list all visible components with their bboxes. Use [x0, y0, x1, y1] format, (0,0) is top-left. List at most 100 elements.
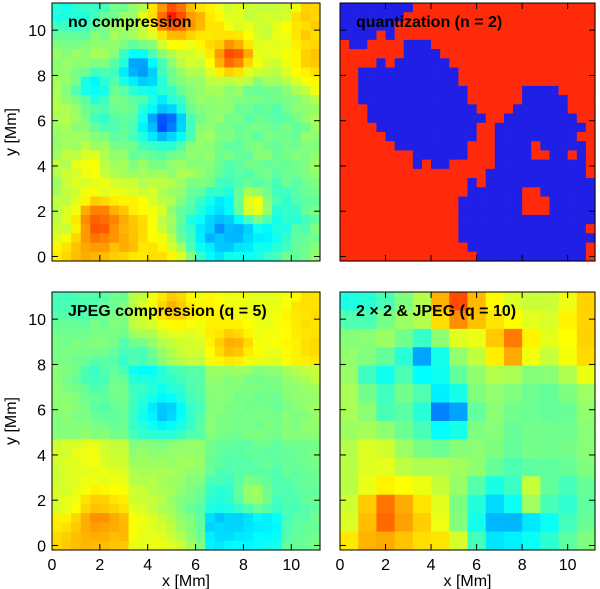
heatmap-cell: [262, 178, 273, 188]
heatmap-cell: [166, 421, 178, 431]
heatmap-cell: [458, 159, 469, 170]
heatmap-cell: [300, 58, 312, 69]
heatmap-cell: [467, 328, 487, 348]
heatmap-cell: [281, 104, 292, 115]
heatmap-cell: [421, 67, 432, 78]
heatmap-cell: [61, 503, 72, 514]
heatmap-cell: [90, 476, 101, 487]
heatmap-cell: [522, 104, 532, 115]
heatmap-cell: [412, 132, 423, 142]
heatmap-cell: [195, 168, 206, 179]
heatmap-cell: [109, 338, 120, 348]
heatmap-cell: [394, 132, 405, 142]
heatmap-cell: [99, 205, 111, 216]
heatmap-cell: [157, 113, 168, 124]
heatmap-cell: [540, 95, 551, 105]
heatmap-cell: [421, 113, 432, 124]
heatmap-cell: [340, 168, 350, 179]
heatmap-cell: [80, 251, 91, 262]
heatmap-cell: [61, 421, 72, 431]
heatmap-cell: [558, 328, 578, 348]
heatmap-cell: [99, 242, 111, 253]
heatmap-cell: [549, 49, 560, 59]
heatmap-cell: [376, 187, 387, 198]
heatmap-cell: [224, 214, 235, 225]
heatmap-cell: [166, 439, 178, 450]
heatmap-cell: [138, 310, 149, 321]
heatmap-cell: [205, 319, 216, 330]
heatmap-cell: [119, 485, 130, 496]
heatmap-cell: [412, 67, 423, 78]
heatmap-cell: [310, 457, 321, 468]
x-tick-label: 8: [518, 557, 527, 574]
heatmap-cell: [99, 251, 111, 262]
heatmap-cell: [195, 457, 206, 468]
heatmap-cell: [166, 150, 178, 161]
heatmap-cell: [503, 214, 514, 225]
heatmap-cell: [485, 205, 496, 216]
heatmap-cell: [449, 310, 469, 330]
heatmap-cell: [310, 49, 321, 59]
x-tick-label: 0: [336, 557, 345, 574]
heatmap-cell: [310, 205, 321, 216]
heatmap-cell: [531, 251, 541, 262]
heatmap-cell: [272, 347, 283, 358]
heatmap-cell: [176, 365, 187, 376]
heatmap-cell: [80, 12, 91, 23]
heatmap-cell: [52, 411, 63, 422]
heatmap-cell: [300, 21, 312, 32]
heatmap-cell: [157, 365, 168, 376]
heatmap-cell: [458, 196, 469, 207]
heatmap-cell: [253, 196, 264, 207]
heatmap-cell: [176, 233, 187, 244]
heatmap-cell: [485, 150, 496, 161]
heatmap-cell: [567, 21, 578, 32]
heatmap-cell: [80, 338, 91, 348]
heatmap-cell: [243, 338, 254, 348]
heatmap-cell: [310, 319, 321, 330]
heatmap-cell: [109, 457, 120, 468]
heatmap-cell: [176, 30, 187, 41]
heatmap-cell: [71, 292, 82, 302]
heatmap-cell: [224, 30, 235, 41]
heatmap-cell: [367, 30, 378, 41]
heatmap-cell: [549, 39, 560, 50]
heatmap-cell: [61, 292, 72, 302]
heatmap-cell: [224, 411, 235, 422]
heatmap-cell: [467, 187, 478, 198]
heatmap-cell: [90, 384, 101, 394]
heatmap-cell: [522, 150, 532, 161]
heatmap-cell: [119, 233, 130, 244]
heatmap-cell: [522, 328, 541, 348]
heatmap-cell: [440, 85, 450, 96]
heatmap-cell: [71, 178, 82, 188]
heatmap-cell: [176, 430, 187, 441]
heatmap-cell: [119, 301, 130, 312]
heatmap-cell: [340, 439, 359, 459]
heatmap-cell: [61, 448, 72, 459]
heatmap-cell: [358, 39, 368, 50]
heatmap-cell: [281, 132, 292, 142]
heatmap-cell: [186, 411, 197, 422]
heatmap-cell: [233, 319, 245, 330]
heatmap-cell: [431, 205, 441, 216]
heatmap-cell: [109, 12, 120, 23]
heatmap-cell: [300, 251, 312, 262]
heatmap-cell: [186, 328, 197, 339]
heatmap-cell: [291, 67, 302, 78]
heatmap-cell: [90, 187, 101, 198]
heatmap-cell: [80, 104, 91, 115]
heatmap-cell: [300, 122, 312, 133]
heatmap-cell: [421, 233, 432, 244]
y-tick-label: 6: [37, 114, 46, 131]
heatmap-cell: [300, 205, 312, 216]
heatmap-cell: [421, 132, 432, 142]
heatmap-cell: [310, 141, 321, 152]
heatmap-cell: [376, 494, 396, 514]
heatmap-cell: [300, 485, 312, 496]
heatmap-cell: [558, 457, 578, 477]
heatmap-cell: [291, 224, 302, 234]
heatmap-cell: [567, 104, 578, 115]
heatmap-cell: [233, 132, 245, 142]
heatmap-cell: [186, 503, 197, 514]
